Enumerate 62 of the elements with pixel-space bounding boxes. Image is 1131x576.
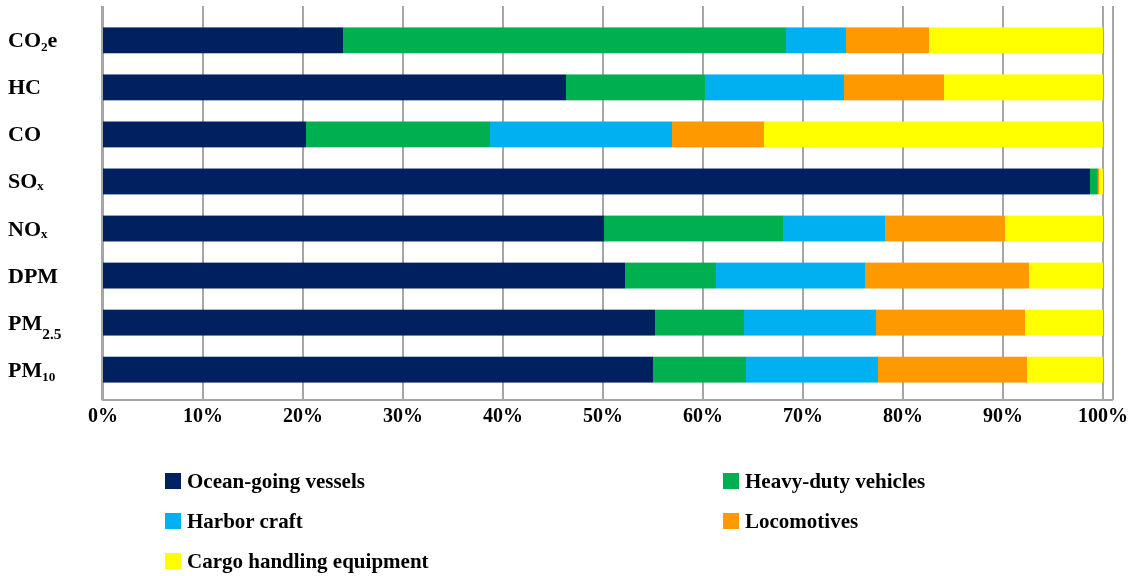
bar — [716, 262, 865, 289]
bar — [103, 74, 566, 101]
bar — [1029, 262, 1103, 289]
bar — [103, 168, 1090, 195]
x-tick-label: 0% — [88, 404, 118, 426]
x-tick-label: 90% — [983, 404, 1023, 426]
bar — [876, 309, 1025, 336]
bar — [566, 74, 705, 101]
bar — [103, 262, 625, 289]
legend-label: Locomotives — [745, 509, 859, 533]
bar — [783, 215, 885, 242]
x-tick-label: 20% — [283, 404, 323, 426]
bar — [846, 27, 929, 54]
bar — [844, 74, 944, 101]
bar — [885, 215, 1005, 242]
bar — [103, 27, 343, 54]
bar — [1090, 168, 1097, 195]
bar — [1027, 356, 1103, 383]
x-tick-label: 80% — [883, 404, 923, 426]
bar — [786, 27, 846, 54]
x-tick-label: 60% — [683, 404, 723, 426]
x-tick-label: 100% — [1078, 404, 1128, 426]
bar — [103, 356, 653, 383]
y-tick-label: NOₓ — [8, 215, 48, 241]
y-tick-label: DPM — [8, 262, 59, 288]
bar — [1005, 215, 1103, 242]
x-tick-label: 50% — [583, 404, 623, 426]
legend-label: Ocean-going vessels — [187, 469, 365, 493]
y-tick-label: CO₂e — [8, 27, 58, 53]
legend-label: Harbor craft — [187, 509, 303, 533]
bar — [655, 309, 744, 336]
y-tick-label: HC — [8, 74, 41, 100]
y-tick-label: PM₁₀ — [8, 356, 56, 382]
y-tick-label: SOₓ — [8, 168, 45, 194]
legend-label: Heavy-duty vehicles — [745, 469, 926, 493]
bar — [103, 215, 604, 242]
y-tick-label: PM$_{2.5}$ — [8, 309, 62, 342]
x-tick-label: 30% — [383, 404, 423, 426]
bar — [103, 121, 306, 148]
bar — [944, 74, 1103, 101]
bar — [343, 27, 786, 54]
bar — [744, 309, 876, 336]
bar — [705, 74, 844, 101]
x-tick-label: 40% — [483, 404, 523, 426]
bar — [625, 262, 716, 289]
bar — [306, 121, 490, 148]
bar — [653, 356, 746, 383]
bar — [865, 262, 1029, 289]
bar — [764, 121, 1103, 148]
y-tick-label: CO — [8, 121, 41, 147]
bar — [1025, 309, 1103, 336]
bar — [672, 121, 764, 148]
bar — [1099, 168, 1103, 195]
x-tick-label: 70% — [783, 404, 823, 426]
bar — [746, 356, 878, 383]
bar — [103, 309, 655, 336]
bar — [929, 27, 1103, 54]
bar — [604, 215, 783, 242]
bar — [878, 356, 1027, 383]
x-tick-label: 10% — [183, 404, 223, 426]
legend-label: Cargo handling equipment — [187, 549, 429, 573]
bar — [490, 121, 672, 148]
